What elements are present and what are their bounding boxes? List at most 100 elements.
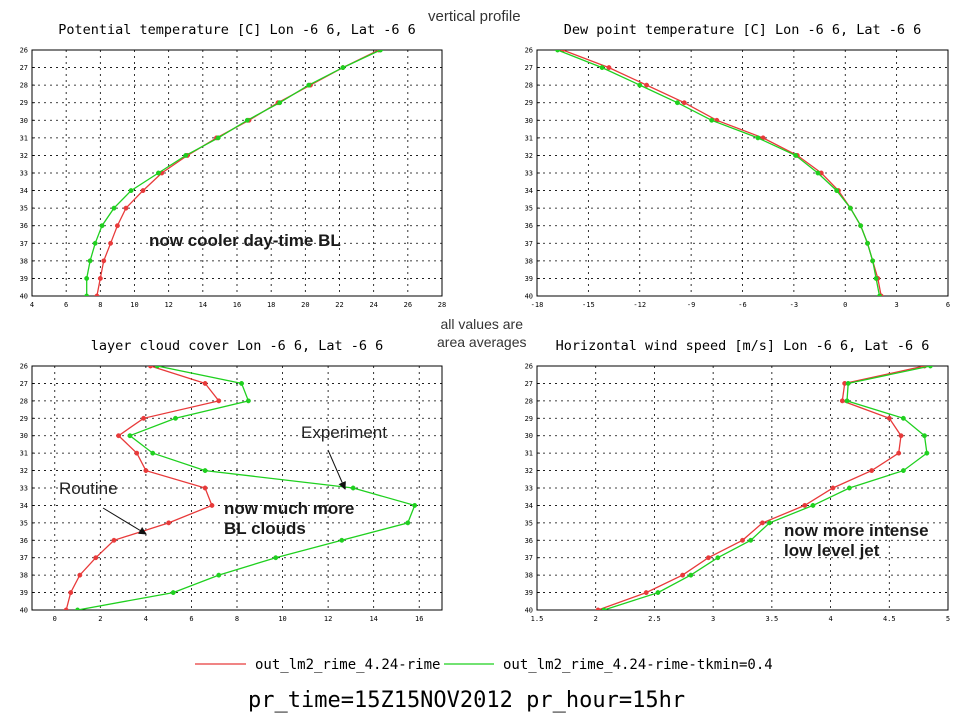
- experiment-arrow: [327, 449, 346, 490]
- data-point: [810, 502, 816, 508]
- plot-frame: [31, 365, 443, 611]
- legend-experiment-label: out_lm2_rime_4.24-rime-tkmin=0.4: [503, 657, 773, 673]
- data-point: [900, 468, 906, 474]
- annotation-arrows: [102, 449, 346, 535]
- data-point: [170, 590, 176, 596]
- y-tick-label: 39: [525, 275, 533, 283]
- data-point: [92, 240, 98, 246]
- data-point: [154, 366, 160, 369]
- series-experiment: [84, 50, 383, 296]
- y-tick-label: 40: [20, 293, 28, 301]
- y-tick-label: 26: [525, 47, 533, 55]
- series-line: [597, 366, 925, 610]
- data-point: [134, 450, 140, 456]
- y-tick-label: 28: [20, 82, 28, 90]
- y-tick-label: 33: [525, 485, 533, 493]
- data-point: [183, 152, 189, 158]
- intense-jet-line-2: low level jet: [784, 541, 880, 560]
- y-tick-label: 38: [20, 257, 28, 265]
- data-point: [922, 433, 927, 439]
- x-tick-label: -9: [687, 301, 695, 309]
- chart-2: Dew point temperature [C] Lon -6 6, Lat …: [525, 22, 951, 309]
- series-line: [86, 50, 381, 296]
- chart-4: Horizontal wind speed [m/s] Lon -6 6, La…: [525, 338, 951, 623]
- y-tick-label: 26: [20, 47, 28, 55]
- y-tick-label: 29: [20, 415, 28, 423]
- series-routine: [595, 366, 927, 610]
- y-tick-label: 30: [20, 432, 28, 440]
- plot-frame: [536, 365, 949, 611]
- series-experiment: [601, 366, 933, 610]
- data-point: [339, 537, 345, 543]
- data-point: [606, 65, 612, 71]
- data-point: [245, 398, 251, 404]
- y-tick-label: 27: [525, 64, 533, 72]
- data-point: [405, 520, 411, 526]
- data-point: [681, 100, 687, 106]
- data-point: [834, 188, 840, 194]
- x-tick-label: -6: [738, 301, 746, 309]
- y-tick-label: 36: [525, 222, 533, 230]
- chart-title: Potential temperature [C] Lon -6 6, Lat …: [58, 22, 416, 38]
- series-experiment: [555, 50, 882, 296]
- x-tick-label: 4: [144, 615, 148, 623]
- x-tick-label: 22: [335, 301, 343, 309]
- chart-title: layer cloud cover Lon -6 6, Lat -6 6: [91, 338, 384, 354]
- data-point: [896, 450, 902, 456]
- data-point: [839, 398, 845, 404]
- data-point: [350, 485, 356, 491]
- y-tick-label: 35: [525, 205, 533, 213]
- y-tick-label: 34: [20, 502, 28, 510]
- y-tick-label: 28: [525, 397, 533, 405]
- data-point: [595, 607, 601, 610]
- data-point: [898, 433, 904, 439]
- data-point: [715, 555, 721, 561]
- data-point: [93, 555, 99, 561]
- footer-time-label: pr_time=15Z15NOV2012 pr_hour=15hr: [248, 688, 686, 713]
- data-point: [68, 590, 74, 596]
- y-tick-label: 36: [20, 222, 28, 230]
- chart-1: Potential temperature [C] Lon -6 6, Lat …: [20, 22, 447, 309]
- vertical-profile-label: vertical profile: [428, 8, 521, 25]
- data-point: [108, 240, 114, 246]
- data-point: [84, 293, 90, 296]
- legend-routine-label: out_lm2_rime_4.24-rime: [255, 657, 440, 673]
- data-point: [140, 188, 146, 194]
- data-point: [173, 415, 178, 421]
- x-tick-label: 4.5: [883, 615, 896, 623]
- data-point: [844, 398, 850, 404]
- y-tick-label: 30: [20, 117, 28, 125]
- y-tick-label: 26: [20, 363, 28, 371]
- x-tick-label: 2.5: [648, 615, 661, 623]
- x-tick-label: 18: [267, 301, 275, 309]
- routine-arrow: [102, 507, 147, 535]
- data-point: [75, 607, 81, 610]
- data-point: [215, 135, 221, 141]
- data-point: [655, 590, 661, 596]
- x-tick-label: 3: [895, 301, 899, 309]
- experiment-label: Experiment: [301, 423, 387, 442]
- plot-frame: [536, 49, 949, 297]
- area-averages-note: all values are area averages: [437, 315, 527, 351]
- x-tick-label: -15: [582, 301, 595, 309]
- y-tick-label: 35: [525, 519, 533, 527]
- x-tick-label: 16: [415, 615, 423, 623]
- data-point: [273, 555, 279, 561]
- y-tick-label: 37: [525, 554, 533, 562]
- x-tick-label: 26: [404, 301, 412, 309]
- y-tick-label: 37: [20, 554, 28, 562]
- x-tick-label: 20: [301, 301, 309, 309]
- data-point: [111, 537, 117, 543]
- data-point: [63, 607, 69, 610]
- x-tick-label: -3: [790, 301, 798, 309]
- data-point: [680, 572, 686, 578]
- x-tick-label: 28: [438, 301, 446, 309]
- y-tick-label: 31: [525, 450, 533, 458]
- x-tick-label: 5: [946, 615, 950, 623]
- x-tick-label: 4: [828, 615, 832, 623]
- data-point: [123, 205, 129, 211]
- x-tick-label: 1.5: [531, 615, 544, 623]
- y-tick-label: 38: [525, 572, 533, 580]
- data-point: [412, 502, 418, 508]
- data-point: [87, 258, 93, 264]
